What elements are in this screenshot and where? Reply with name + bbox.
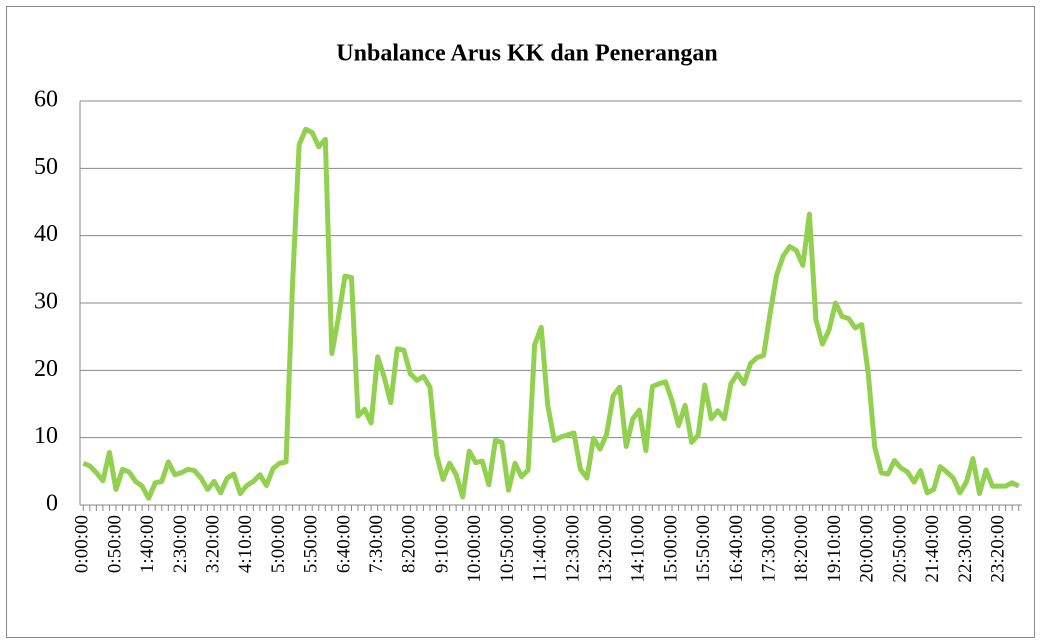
y-tick-label: 0 (46, 491, 58, 517)
x-tick-label: 6:40:00 (333, 515, 354, 573)
x-tick-label: 5:00:00 (268, 515, 289, 573)
x-tick-label: 13:20:00 (595, 515, 616, 583)
x-tick-label: 11:40:00 (530, 515, 551, 582)
x-tick-label: 15:00:00 (660, 515, 681, 583)
x-tick-label: 2:30:00 (170, 515, 191, 573)
chart-title: Unbalance Arus KK dan Penerangan (336, 41, 717, 67)
x-tick-label: 15:50:00 (693, 515, 714, 583)
x-tick-label: 0:00:00 (72, 515, 93, 573)
x-tick-label: 20:00:00 (857, 515, 878, 583)
y-tick-label: 60 (34, 87, 58, 113)
y-tick-label: 20 (34, 356, 58, 382)
y-tick-label: 10 (34, 423, 58, 449)
x-tick-label: 9:10:00 (431, 515, 452, 573)
y-tick-label: 30 (34, 289, 58, 315)
x-tick-label: 17:30:00 (759, 515, 780, 583)
x-tick-label: 4:10:00 (235, 515, 256, 573)
x-tick-label: 7:30:00 (366, 515, 387, 573)
x-tick-label: 10:50:00 (497, 515, 518, 583)
x-tick-label: 5:50:00 (301, 515, 322, 573)
x-tick-label: 16:40:00 (726, 515, 747, 583)
x-tick-label: 14:10:00 (628, 515, 649, 583)
x-tick-label: 8:20:00 (399, 515, 420, 573)
x-tick-label: 1:40:00 (137, 515, 158, 573)
x-tick-label: 12:30:00 (562, 515, 583, 583)
data-line (82, 126, 1020, 501)
x-tick-label: 21:40:00 (922, 515, 943, 583)
x-tick-label: 19:10:00 (824, 515, 845, 583)
y-tick-label: 50 (34, 154, 58, 180)
x-tick-label: 20:50:00 (889, 515, 910, 583)
chart-border (6, 6, 1035, 638)
x-tick-label: 3:20:00 (202, 515, 223, 573)
x-tick-label: 10:00:00 (464, 515, 485, 583)
x-tick-label: 22:30:00 (955, 515, 976, 583)
x-tick-label: 0:50:00 (104, 515, 125, 573)
x-tick-label: 23:20:00 (987, 515, 1008, 583)
x-tick-label: 18:20:00 (791, 515, 812, 583)
y-tick-label: 40 (34, 221, 58, 247)
